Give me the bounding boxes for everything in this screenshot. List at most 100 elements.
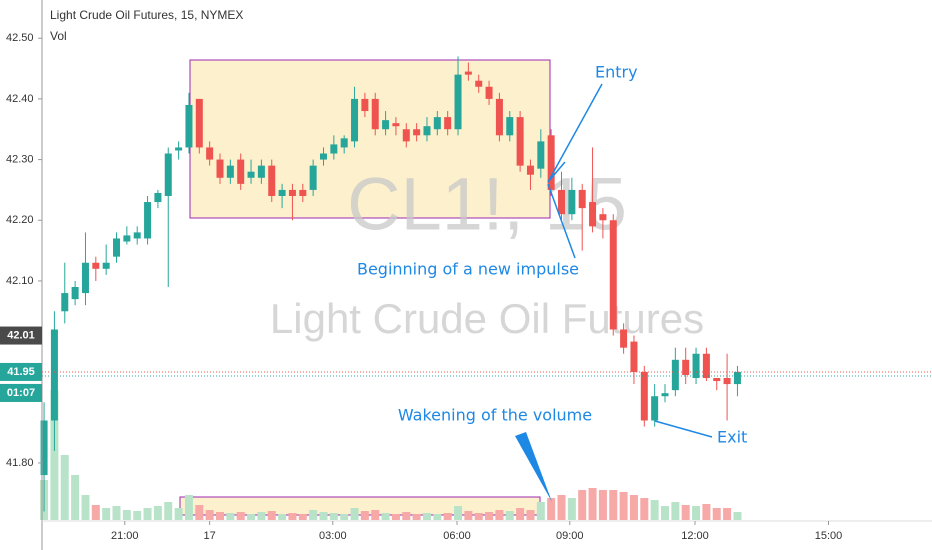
candle-body <box>651 396 659 421</box>
volume-bar <box>257 512 266 520</box>
volume-bar <box>236 512 245 520</box>
candle-body <box>495 98 503 136</box>
volume-bar <box>557 495 566 520</box>
volume-bar <box>381 513 390 520</box>
candle-body <box>216 159 224 178</box>
candle-body <box>185 104 193 148</box>
volume-bar <box>226 513 235 520</box>
annotations: Entry Beginning of a new impulse Wakenin… <box>357 63 747 502</box>
volume-bar <box>526 510 535 520</box>
x-tick-label: 15:00 <box>815 530 843 542</box>
price-marker <box>0 362 42 381</box>
candle-body <box>50 329 58 421</box>
volume-bar <box>629 495 638 520</box>
candle-body <box>402 129 410 142</box>
volume-bar <box>650 500 659 520</box>
candle-body <box>558 189 566 215</box>
volume-bar <box>360 511 369 520</box>
volume-bar <box>298 514 307 520</box>
x-tick-label: 12:00 <box>681 530 709 542</box>
candle-body <box>671 359 679 391</box>
volume-arrow <box>515 432 552 502</box>
candle-body <box>164 153 172 196</box>
candle-body <box>206 147 214 160</box>
entry-line <box>547 83 603 183</box>
candle-body <box>423 126 431 136</box>
price-marker-label: 42.01 <box>7 329 35 341</box>
candle-body <box>682 359 690 375</box>
candle-body <box>454 74 462 130</box>
volume-bar <box>102 508 111 520</box>
candle-body <box>464 71 472 75</box>
volume-bar <box>536 502 545 520</box>
candle-body <box>195 98 203 148</box>
candle-body <box>433 117 441 130</box>
candle-body <box>723 378 731 385</box>
candle-body <box>444 117 452 130</box>
volume-bar <box>733 512 742 520</box>
candle-body <box>713 378 721 382</box>
volume-bar <box>247 514 256 520</box>
price-marker <box>0 326 42 345</box>
candle-body <box>516 117 524 166</box>
candle-body <box>392 123 400 127</box>
candle-body <box>247 171 255 178</box>
volume-bar <box>578 490 587 520</box>
candle-body <box>485 86 493 99</box>
candle-body <box>154 192 162 203</box>
candle-body <box>288 189 296 196</box>
candle-body <box>568 189 576 215</box>
volume-bar <box>619 492 628 520</box>
volume-bar <box>391 514 400 520</box>
volume-bar <box>329 513 338 520</box>
candle-body <box>92 262 100 269</box>
consolidation-zone <box>189 59 551 219</box>
volume-bar <box>267 511 276 520</box>
annotation: Wakening of the volume <box>398 406 592 425</box>
volume-bar <box>81 495 90 520</box>
volume-bar <box>422 513 431 520</box>
volume-label: Vol <box>50 29 67 43</box>
price-marker-label: 41.95 <box>7 366 35 378</box>
volume-bar <box>60 455 69 520</box>
candle-body <box>599 214 607 221</box>
volume-bar <box>184 495 193 520</box>
volume-bar <box>702 504 711 520</box>
volume-bar <box>174 508 183 520</box>
volume-bar <box>464 511 473 520</box>
y-tick-label: 42.50 <box>6 32 34 44</box>
candle-body <box>102 262 110 269</box>
exit-line <box>654 420 713 438</box>
candle-body <box>257 165 265 178</box>
candle-body <box>537 141 545 169</box>
volume-bar <box>474 513 483 520</box>
candle-body <box>382 120 390 130</box>
candle-body <box>661 393 669 397</box>
candle-body <box>630 341 638 372</box>
header-title: Light Crude Oil Futures, 15, NYMEX <box>50 8 243 22</box>
volume-bar <box>588 488 597 520</box>
volume-bar <box>692 506 701 520</box>
volume-bar <box>598 490 607 520</box>
candle-body <box>620 329 628 348</box>
candle-body <box>319 153 327 160</box>
volume-bar <box>661 506 669 520</box>
candle-body <box>175 147 183 151</box>
volume-bar <box>681 505 690 520</box>
volume-bar <box>319 512 328 520</box>
candle-body <box>133 232 141 239</box>
volume-bar <box>609 490 618 520</box>
volume-bar <box>371 510 380 520</box>
volume-bar <box>485 512 494 520</box>
candle-body <box>144 202 152 239</box>
annotation: Entry <box>595 63 638 82</box>
y-tick-label: 42.40 <box>6 93 34 105</box>
volume-bar <box>122 510 131 520</box>
candle-body <box>351 98 359 142</box>
y-tick-label: 42.30 <box>6 153 34 165</box>
volume-bar <box>495 510 504 520</box>
volume-bar <box>350 508 359 520</box>
volume-bar <box>112 506 121 520</box>
candle-body <box>733 371 741 385</box>
